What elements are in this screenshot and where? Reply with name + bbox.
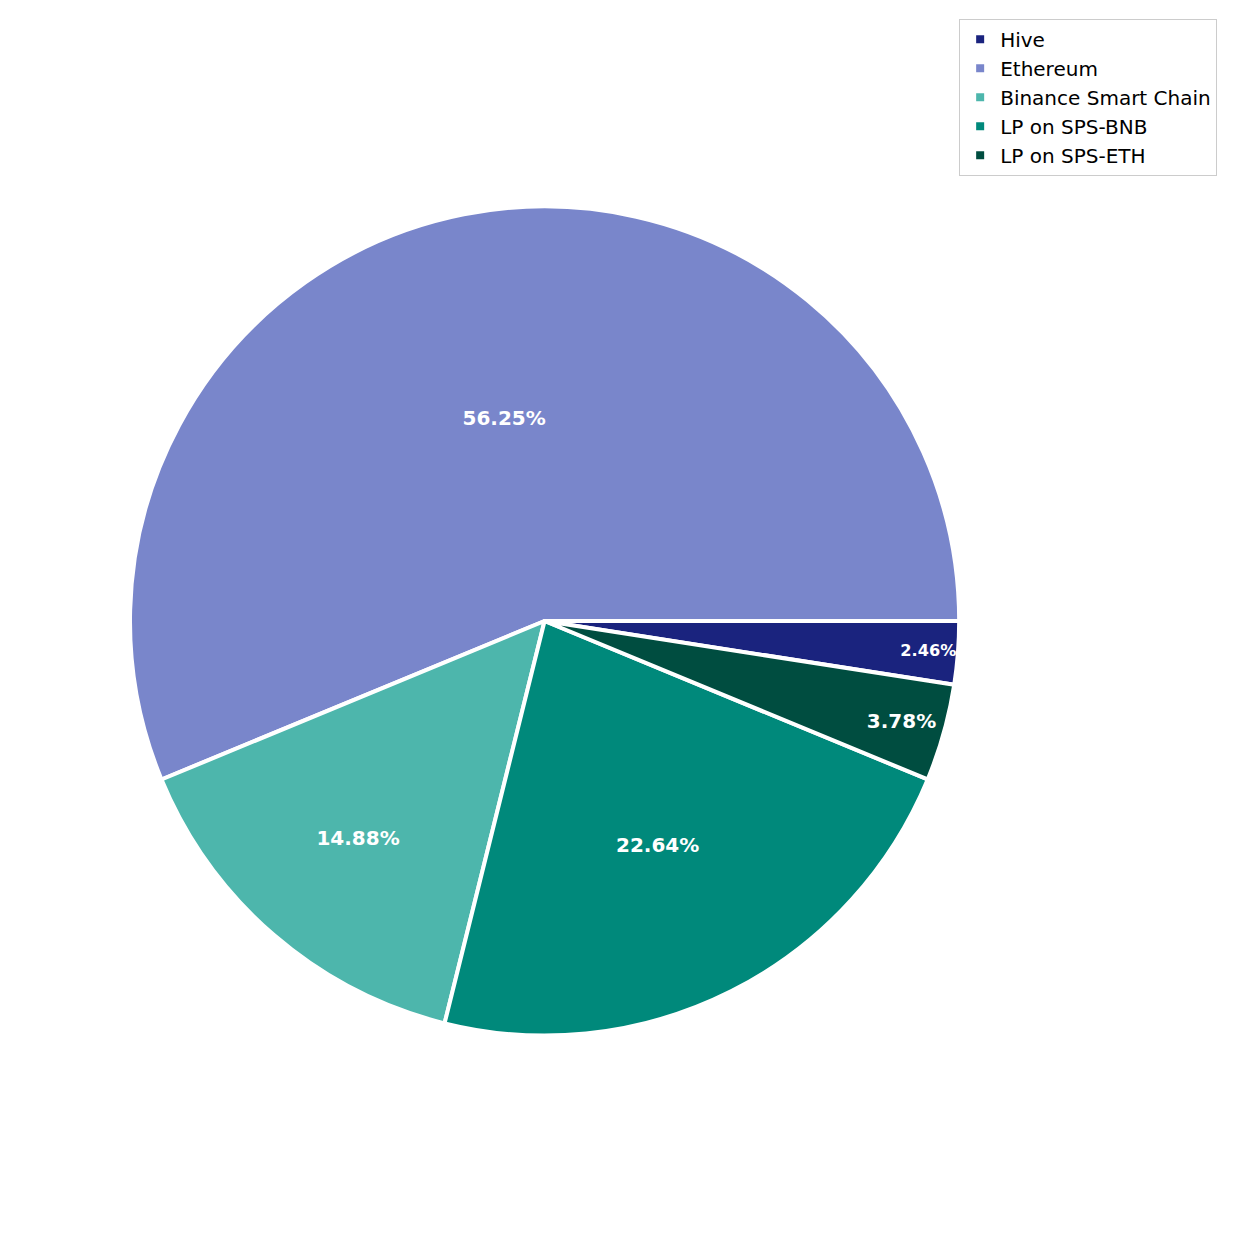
svg-text:LP on SPS-BNB: LP on SPS-BNB bbox=[1000, 115, 1147, 139]
svg-text:3.78%: 3.78% bbox=[867, 709, 936, 733]
svg-text:Ethereum: Ethereum bbox=[1000, 57, 1098, 81]
svg-text:56.25%: 56.25% bbox=[463, 406, 546, 430]
svg-text:Binance Smart Chain: Binance Smart Chain bbox=[1000, 86, 1211, 110]
svg-text:LP on SPS-ETH: LP on SPS-ETH bbox=[1000, 144, 1145, 168]
svg-text:22.64%: 22.64% bbox=[616, 833, 699, 857]
svg-text:Hive: Hive bbox=[1000, 28, 1045, 52]
svg-text:14.88%: 14.88% bbox=[316, 826, 399, 850]
svg-text:2.46%: 2.46% bbox=[900, 641, 956, 660]
